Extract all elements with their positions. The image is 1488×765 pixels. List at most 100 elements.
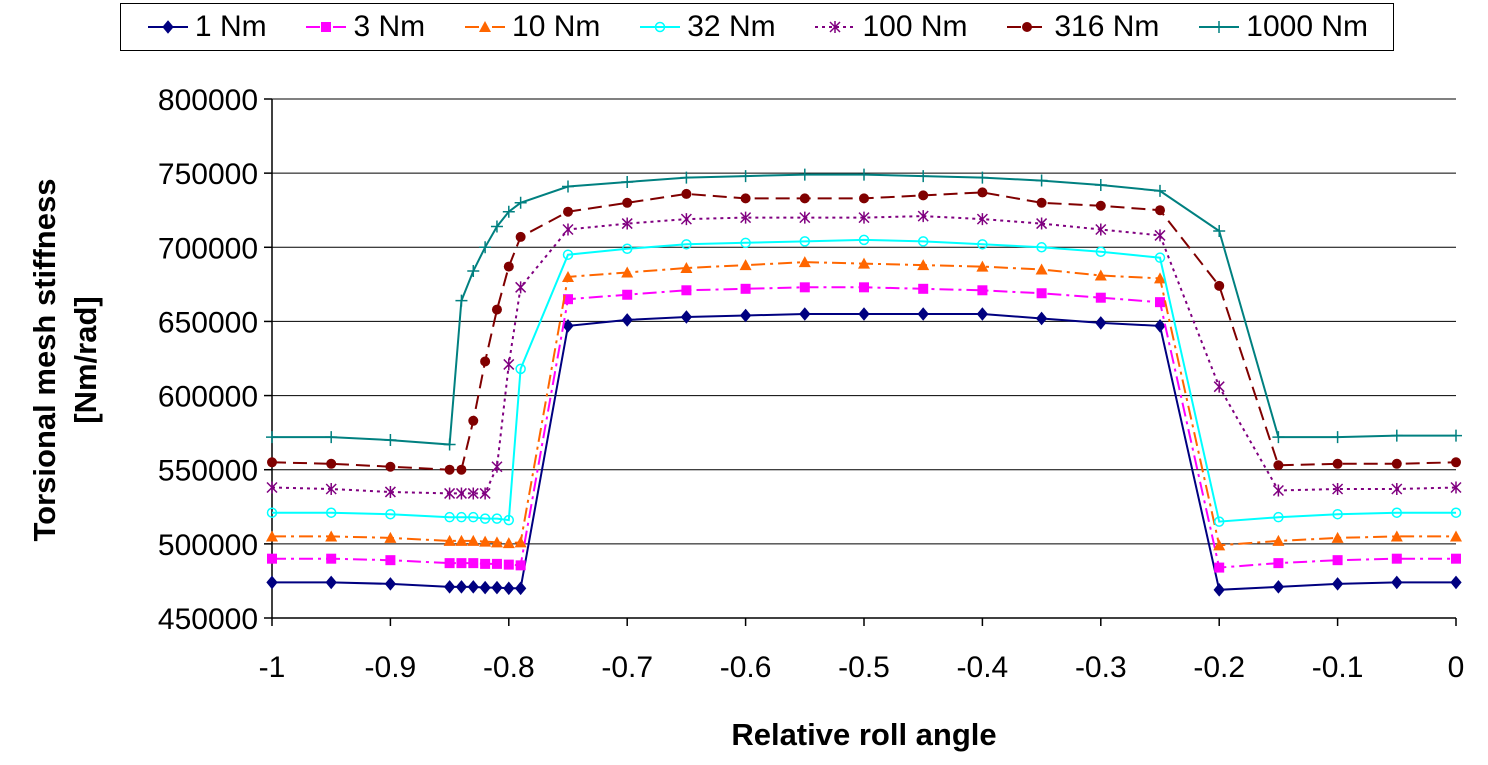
legend-marker-3nm: [321, 22, 332, 32]
point-10nm-1: [325, 530, 338, 542]
point-100nm-3: [444, 487, 456, 500]
point-1000nm-7: [490, 220, 503, 233]
y-tick-label-7: 450000: [158, 603, 258, 636]
legend-entry-316nm[interactable]: 316 Nm: [1005, 10, 1159, 44]
point-10nm-2: [384, 531, 397, 543]
y-tick-label-3: 650000: [158, 306, 258, 339]
point-1nm-16: [917, 307, 929, 321]
series-line-100nm: [271, 215, 1457, 495]
point-1nm-8: [503, 581, 515, 596]
point-316nm-16: [918, 190, 929, 201]
point-316nm-6: [480, 356, 491, 367]
point-10nm-14: [798, 256, 811, 268]
point-10nm-17: [976, 260, 989, 272]
point-100nm-4: [455, 487, 467, 500]
point-1nm-23: [1331, 577, 1344, 591]
point-32nm-0: [266, 507, 278, 518]
point-10nm-15: [858, 257, 870, 269]
point-100nm-21: [1213, 380, 1225, 393]
point-1nm-17: [976, 307, 989, 321]
point-3nm-13: [740, 283, 751, 294]
point-1nm-2: [384, 577, 397, 591]
point-1000nm-3: [443, 438, 456, 451]
series-32nm: [266, 234, 1462, 527]
point-100nm-15: [858, 211, 870, 224]
x-tick-label-4: -0.6: [720, 651, 772, 684]
point-10nm-9: [514, 536, 527, 548]
point-32nm-14: [799, 236, 811, 247]
point-316nm-9: [515, 231, 526, 242]
point-10nm-12: [680, 262, 693, 274]
point-3nm-23: [1332, 555, 1343, 566]
legend-entry-3nm[interactable]: 3 Nm: [304, 10, 425, 44]
y-tick-label-2: 700000: [158, 232, 258, 265]
point-1nm-6: [479, 580, 491, 595]
point-100nm-22: [1272, 484, 1284, 497]
point-100nm-0: [266, 481, 278, 494]
point-3nm-5: [468, 558, 479, 569]
legend-label-3nm: 3 Nm: [353, 10, 426, 43]
point-1nm-0: [266, 575, 278, 590]
legend-entry-10nm[interactable]: 10 Nm: [463, 10, 600, 44]
point-1000nm-13: [739, 170, 752, 183]
point-316nm-12: [681, 188, 692, 199]
x-tick-label-5: -0.5: [838, 651, 890, 684]
point-10nm-21: [1213, 539, 1226, 551]
point-10nm-23: [1331, 531, 1344, 543]
x-tick-label-6: -0.4: [957, 651, 1009, 684]
point-3nm-2: [385, 555, 396, 566]
point-10nm-25: [1450, 530, 1462, 542]
point-10nm-13: [739, 259, 752, 271]
point-316nm-7: [491, 304, 502, 315]
point-100nm-24: [1391, 482, 1403, 495]
point-1000nm-16: [917, 170, 930, 183]
y-tick-label-0: 800000: [158, 84, 258, 117]
series-line-1nm: [272, 313, 1456, 591]
point-10nm-6: [479, 535, 492, 547]
point-316nm-13: [740, 193, 751, 204]
series-100nm: [266, 210, 1462, 500]
point-1nm-15: [858, 307, 870, 321]
point-1000nm-5: [467, 265, 480, 278]
point-316nm-22: [1273, 460, 1284, 471]
point-32nm-19: [1095, 246, 1107, 257]
legend-entry-100nm[interactable]: 100 Nm: [813, 10, 968, 44]
legend-entry-1000nm[interactable]: 1000 Nm: [1197, 10, 1368, 44]
axes: [264, 98, 1457, 626]
point-1nm-12: [680, 310, 693, 324]
point-316nm-3: [444, 464, 455, 475]
y-tick-labels: 800000 750000 700000 650000 600000 550000 5000…: [158, 84, 258, 636]
point-1000nm-21: [1213, 224, 1226, 237]
series-line-316nm: [271, 191, 1457, 471]
legend-swatch-32nm: [640, 21, 681, 33]
point-1nm-19: [1095, 316, 1107, 330]
legend-marker-1000nm: [1213, 21, 1226, 33]
point-3nm-21: [1214, 562, 1225, 573]
series-1nm: [266, 307, 1462, 597]
point-1nm-1: [325, 575, 337, 590]
point-32nm-21: [1213, 516, 1225, 527]
point-32nm-12: [681, 239, 692, 250]
point-3nm-20: [1155, 297, 1165, 308]
point-1nm-20: [1154, 319, 1166, 333]
series-10nm: [266, 256, 1462, 551]
point-3nm-6: [480, 558, 491, 569]
point-1000nm-18: [1035, 174, 1048, 187]
point-3nm-1: [326, 553, 337, 564]
legend-entry-32nm[interactable]: 32 Nm: [638, 10, 776, 44]
point-316nm-14: [799, 193, 810, 204]
point-3nm-7: [491, 558, 502, 569]
point-1000nm-23: [1331, 431, 1344, 444]
point-10nm-0: [266, 530, 278, 542]
point-3nm-24: [1391, 553, 1402, 564]
point-316nm-0: [267, 457, 277, 468]
legend-marker-32nm: [654, 21, 666, 33]
point-316nm-8: [503, 261, 514, 272]
point-3nm-0: [267, 553, 277, 564]
point-100nm-20: [1154, 229, 1166, 242]
point-1nm-7: [491, 580, 503, 595]
point-100nm-10: [562, 223, 574, 236]
legend-entry-1nm[interactable]: 1 Nm: [146, 10, 267, 44]
point-100nm-25: [1450, 481, 1462, 494]
legend-marker-316nm: [1022, 22, 1033, 32]
